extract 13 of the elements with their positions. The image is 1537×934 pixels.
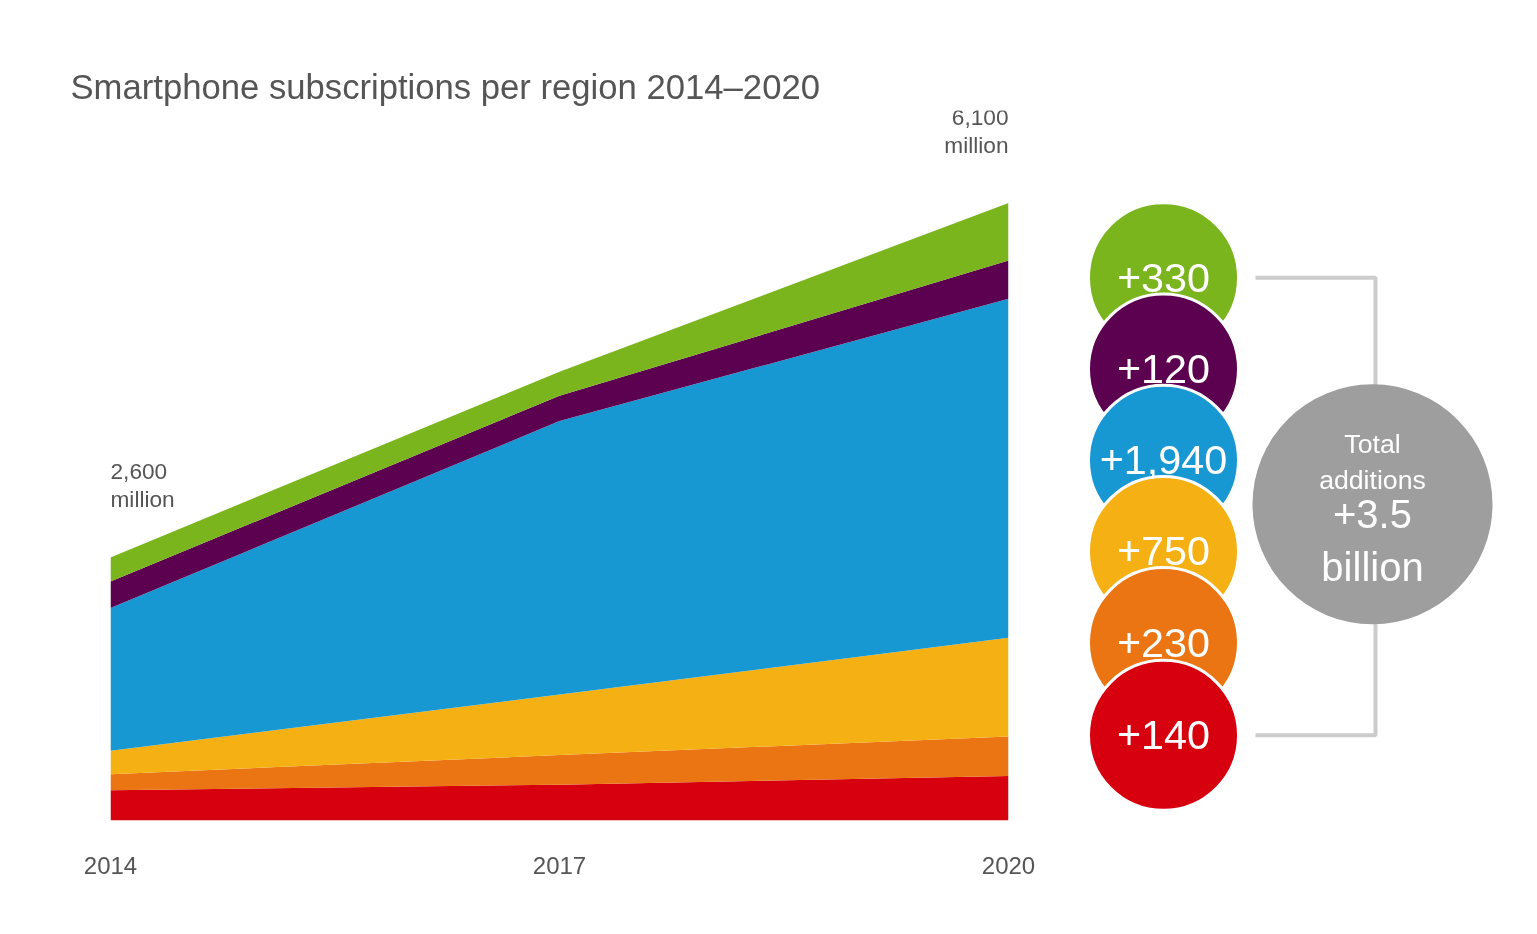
text: Total additions — [1319, 428, 1426, 495]
text: +140 — [1116, 712, 1211, 759]
text: +750 — [1116, 528, 1211, 575]
text: +1,940 — [1099, 437, 1228, 484]
x-tick-label: 2017 — [532, 851, 587, 879]
text: +3.5 billion — [1321, 492, 1424, 590]
text: +330 — [1116, 254, 1211, 301]
text: +230 — [1116, 619, 1211, 666]
text: +120 — [1116, 345, 1211, 392]
annotation: 2,600 million — [110, 458, 175, 513]
x-tick-label: 2020 — [981, 851, 1036, 879]
x-tick-label: 2014 — [83, 851, 138, 879]
chart-title: Smartphone subscriptions per region 2014–2020 — [70, 67, 820, 106]
